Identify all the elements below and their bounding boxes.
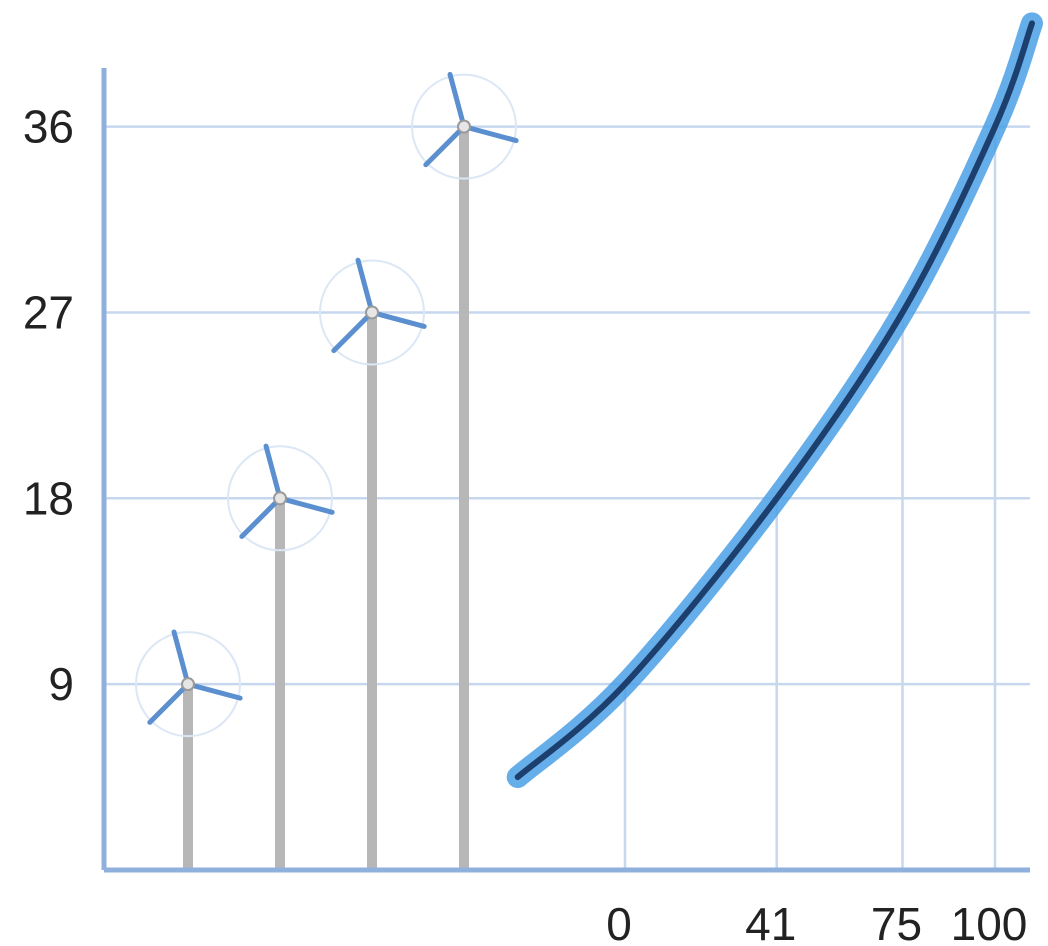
turbine-blade: [447, 71, 467, 130]
curve-line: [514, 20, 1035, 781]
wind-turbine-icon: [411, 71, 519, 870]
turbine-blade: [355, 257, 375, 315]
axes: [101, 68, 1030, 873]
turbine-blade: [369, 309, 427, 329]
x-tick-label: 100: [951, 898, 1028, 946]
turbine-blade: [423, 124, 467, 168]
turbine-blade: [277, 495, 335, 515]
turbine-blade: [171, 629, 191, 687]
turbines: [135, 71, 519, 870]
rotor-circle: [135, 631, 241, 738]
curve-layer: [506, 12, 1043, 789]
turbine-blade: [147, 681, 191, 725]
y-tick-label: 9: [48, 658, 74, 710]
rotor-circle: [319, 259, 425, 366]
wind-turbine-icon: [319, 257, 427, 870]
rotor-circle: [227, 445, 333, 552]
x-tick-label: 0: [606, 898, 632, 946]
rotor-circle: [411, 73, 517, 180]
y-tick-label: 27: [23, 286, 74, 338]
x-tick-label: 75: [871, 898, 922, 946]
turbine-blade: [239, 495, 283, 539]
turbine-blade: [331, 309, 375, 354]
grid-lines: [104, 125, 1030, 870]
turbine-hub: [181, 677, 195, 692]
turbine-hub: [457, 119, 471, 134]
labels: 9 18 27 36 0 41 75 100: [23, 101, 1028, 946]
turbine-hub: [273, 491, 287, 506]
curve-glow: [506, 12, 1043, 789]
turbine-blade: [461, 124, 519, 144]
wind-turbine-icon: [135, 629, 243, 870]
x-tick-label: 41: [745, 898, 796, 946]
y-tick-label: 36: [23, 101, 74, 153]
turbine-blade: [185, 681, 243, 701]
turbine-hub: [365, 305, 379, 320]
y-tick-label: 18: [23, 472, 74, 524]
turbine-blade: [263, 443, 283, 501]
wind-turbine-icon: [227, 443, 335, 870]
